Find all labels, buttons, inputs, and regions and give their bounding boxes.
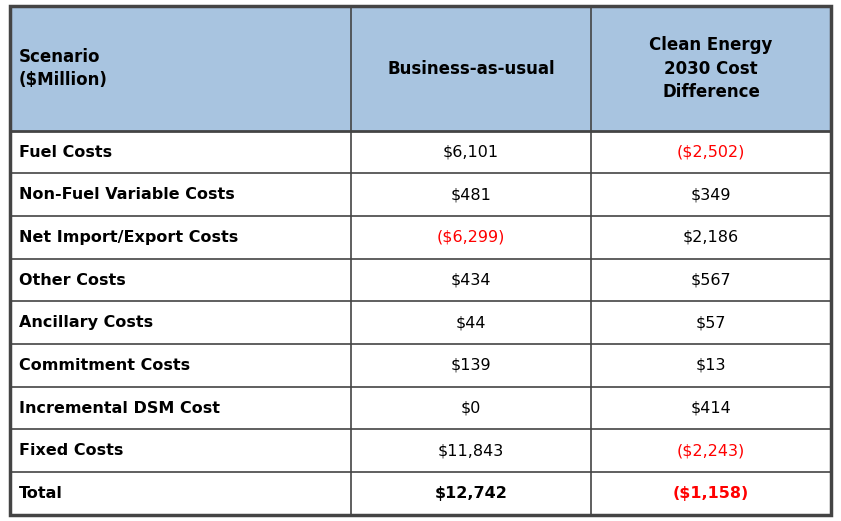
- Bar: [10, 216, 831, 259]
- Bar: [10, 387, 831, 429]
- Text: ($2,243): ($2,243): [677, 443, 745, 458]
- Text: $13: $13: [696, 358, 727, 373]
- Bar: [10, 173, 831, 216]
- Text: Total: Total: [19, 486, 62, 501]
- Text: Fixed Costs: Fixed Costs: [19, 443, 123, 458]
- Text: $6,101: $6,101: [443, 145, 499, 159]
- Bar: [10, 302, 831, 344]
- Bar: [10, 131, 831, 173]
- Text: ($1,158): ($1,158): [673, 486, 749, 501]
- Text: $567: $567: [690, 272, 732, 288]
- Text: Non-Fuel Variable Costs: Non-Fuel Variable Costs: [19, 188, 235, 202]
- Text: Net Import/Export Costs: Net Import/Export Costs: [19, 230, 238, 245]
- Text: $414: $414: [690, 401, 732, 416]
- Text: $11,843: $11,843: [438, 443, 504, 458]
- Text: $481: $481: [451, 188, 491, 202]
- Text: Incremental DSM Cost: Incremental DSM Cost: [19, 401, 220, 416]
- Text: Clean Energy
2030 Cost
Difference: Clean Energy 2030 Cost Difference: [649, 36, 773, 101]
- Text: $44: $44: [456, 315, 486, 330]
- Bar: [10, 429, 831, 472]
- Bar: [10, 472, 831, 515]
- Text: Other Costs: Other Costs: [19, 272, 125, 288]
- Text: ($2,502): ($2,502): [677, 145, 745, 159]
- Text: Business-as-usual: Business-as-usual: [387, 59, 555, 78]
- Text: $57: $57: [696, 315, 727, 330]
- Text: $349: $349: [690, 188, 732, 202]
- Text: $139: $139: [451, 358, 491, 373]
- Text: $0: $0: [461, 401, 481, 416]
- Text: Commitment Costs: Commitment Costs: [19, 358, 189, 373]
- Text: ($6,299): ($6,299): [436, 230, 505, 245]
- Text: $12,742: $12,742: [435, 486, 507, 501]
- Text: Scenario
($Million): Scenario ($Million): [19, 48, 108, 89]
- Bar: [10, 6, 831, 131]
- Text: Ancillary Costs: Ancillary Costs: [19, 315, 152, 330]
- Bar: [10, 259, 831, 302]
- Bar: [10, 344, 831, 387]
- Text: $434: $434: [451, 272, 491, 288]
- Text: Fuel Costs: Fuel Costs: [19, 145, 112, 159]
- Text: $2,186: $2,186: [683, 230, 739, 245]
